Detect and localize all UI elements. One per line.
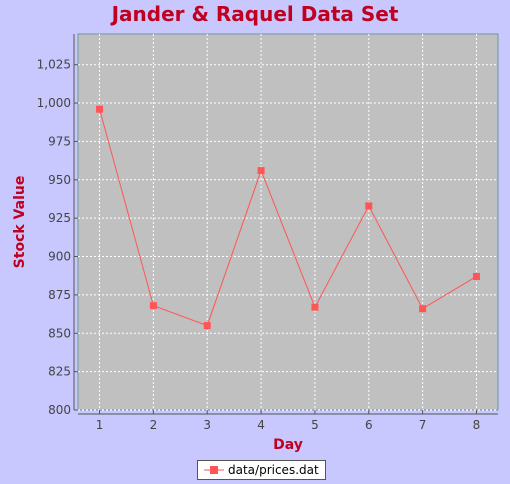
axes: 800 825 850 875 900 925 950 975 1,000 1,025 1 2 3 4 5 6… xyxy=(37,34,498,432)
y-tick-label: 875 xyxy=(48,288,71,302)
data-point xyxy=(365,202,373,210)
series-layer xyxy=(96,105,480,330)
plot-area xyxy=(77,33,499,411)
y-tick-label: 900 xyxy=(48,250,71,264)
series-line xyxy=(99,109,477,327)
y-tick-label: 1,025 xyxy=(37,58,71,72)
x-tick-label: 8 xyxy=(473,418,481,432)
legend: data/prices.dat xyxy=(197,460,326,480)
chart-title: Jander & Raquel Data Set xyxy=(111,2,399,26)
y-tick-label: 975 xyxy=(48,134,71,148)
data-point xyxy=(149,302,157,310)
y-tick-label: 950 xyxy=(48,173,71,187)
x-tick-label: 7 xyxy=(419,418,427,432)
x-tick-label: 3 xyxy=(203,418,211,432)
y-tick-label: 850 xyxy=(48,326,71,340)
y-tick-label: 925 xyxy=(48,211,71,225)
data-point xyxy=(311,303,319,311)
data-point xyxy=(96,105,104,113)
data-point xyxy=(419,305,427,313)
y-axis-title: Stock Value xyxy=(12,176,28,269)
legend-series-marker xyxy=(204,466,224,474)
x-tick-label: 1 xyxy=(96,418,104,432)
x-tick-label: 5 xyxy=(311,418,319,432)
data-point xyxy=(472,272,480,280)
x-tick-label: 6 xyxy=(365,418,373,432)
y-tick-label: 825 xyxy=(48,365,71,379)
legend-series-label: data/prices.dat xyxy=(228,463,319,477)
y-tick-label: 1,000 xyxy=(37,96,71,110)
x-axis-title: Day xyxy=(273,437,303,453)
x-tick-label: 2 xyxy=(150,418,158,432)
grid-lines xyxy=(78,34,498,411)
data-point xyxy=(203,322,211,330)
y-tick-label: 800 xyxy=(48,403,71,417)
x-tick-label: 4 xyxy=(257,418,265,432)
data-point xyxy=(257,167,265,175)
